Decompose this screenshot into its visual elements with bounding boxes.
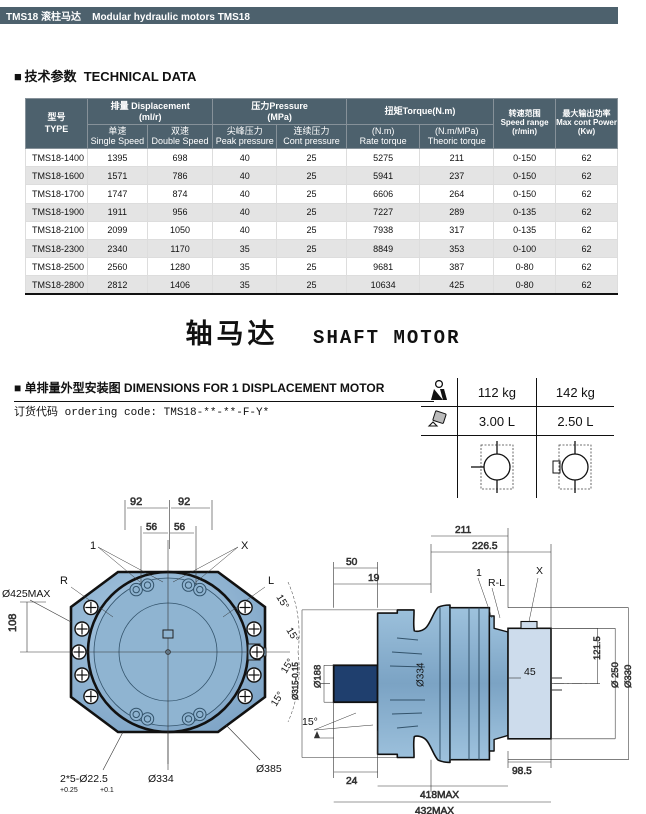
svg-text:121.5: 121.5 <box>592 636 603 660</box>
svg-text:45: 45 <box>524 666 536 678</box>
svg-text:+0.1: +0.1 <box>100 787 114 794</box>
svg-text:Ø385: Ø385 <box>256 763 282 775</box>
svg-text:+0.25: +0.25 <box>60 787 78 794</box>
svg-text:Ø425MAX: Ø425MAX <box>2 588 50 600</box>
svg-text:98.5: 98.5 <box>512 766 532 777</box>
svg-text:418MAX: 418MAX <box>420 790 459 801</box>
svg-text:15°: 15° <box>273 593 290 612</box>
svg-text:R: R <box>60 575 68 587</box>
svg-text:56: 56 <box>174 522 186 533</box>
svg-text:Ø334: Ø334 <box>148 773 174 785</box>
svg-text:Ø334: Ø334 <box>416 662 427 687</box>
svg-text:1: 1 <box>476 567 482 579</box>
svg-text:226.5: 226.5 <box>472 541 498 552</box>
svg-text:15°: 15° <box>302 716 318 728</box>
svg-text:50: 50 <box>346 557 358 568</box>
svg-text:15°: 15° <box>269 690 286 709</box>
svg-text:X: X <box>241 540 249 552</box>
svg-text:1: 1 <box>90 540 96 552</box>
svg-text:X: X <box>536 565 543 577</box>
svg-text:L: L <box>268 575 274 587</box>
svg-text:108: 108 <box>7 614 19 632</box>
svg-text:211: 211 <box>455 525 472 536</box>
svg-text:Ø315-0.15: Ø315-0.15 <box>291 662 300 700</box>
svg-text:Ø330: Ø330 <box>623 665 634 688</box>
svg-text:Ø 250: Ø 250 <box>610 662 621 688</box>
svg-text:432MAX: 432MAX <box>415 806 454 814</box>
svg-text:R-L: R-L <box>488 577 505 589</box>
svg-text:56: 56 <box>146 522 158 533</box>
svg-text:92: 92 <box>178 496 190 508</box>
svg-text:Ø188: Ø188 <box>313 665 324 688</box>
svg-text:92: 92 <box>130 496 142 508</box>
svg-text:24: 24 <box>346 776 358 787</box>
svg-text:19: 19 <box>368 573 380 584</box>
svg-text:2*5-Ø22.5: 2*5-Ø22.5 <box>60 773 108 785</box>
